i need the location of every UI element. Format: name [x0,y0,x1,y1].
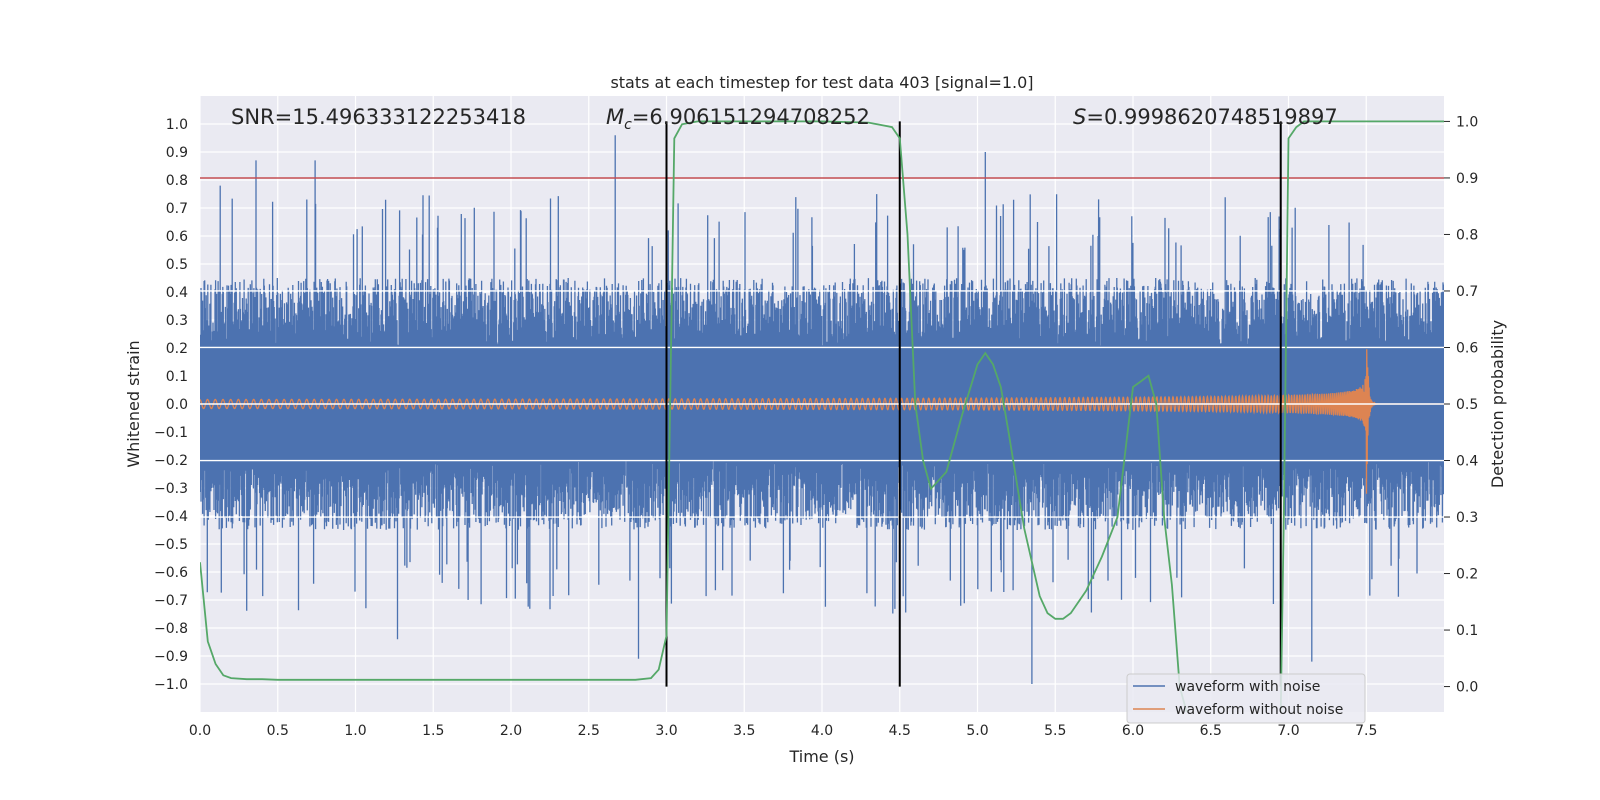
y2-tick-label: 0.2 [1456,567,1478,583]
x-tick-label: 7.0 [1277,723,1299,739]
mc-symbol: M [606,105,624,129]
axis-ticks: 0.0 0.5 1.0 1.5 2.0 2.5 3.0 3.5 4.0 4.5 5.0 5.5 6.0 6… [154,114,1478,739]
y-tick-label: 0.2 [166,341,188,357]
x-tick-label: 3.0 [655,723,677,739]
x-tick-label: 6.0 [1122,723,1144,739]
y-tick-label: −0.8 [154,621,188,637]
x-tick-label: 2.5 [578,723,600,739]
y2-tick-label: 0.4 [1456,454,1478,470]
y-tick-label: −1.0 [154,677,188,693]
score-annotation: S=0.9998620748519897 [1073,105,1338,129]
y-tick-label: −0.3 [154,481,188,497]
y-tick-label: −0.9 [154,649,188,665]
y-tick-label: −0.4 [154,509,188,525]
x-tick-label: 0.0 [189,723,211,739]
y-tick-label: 0.4 [166,285,188,301]
chirp-mass-annotation: Mc=6.906151294708252 [606,105,870,133]
y2-tick-label: 0.3 [1456,510,1478,526]
legend: waveform with noise waveform without noi… [1126,673,1366,724]
y2-axis-label: Detection probability [1488,320,1507,488]
snr-annotation: SNR=15.496333122253418 [231,105,526,129]
legend-box [1126,673,1366,724]
y2-tick-label: 1.0 [1456,114,1478,130]
y2-tick-label: 0.7 [1456,284,1478,300]
s-value: =0.9998620748519897 [1086,105,1337,129]
probability-line [200,120,1444,712]
y-tick-label: −0.6 [154,565,188,581]
x-tick-label: 6.5 [1200,723,1222,739]
y-tick-label: 0.6 [166,229,188,245]
x-tick-label: 7.5 [1355,723,1377,739]
y2-tick-label: 0.1 [1456,623,1478,639]
y2-tick-label: 0.8 [1456,227,1478,243]
y-tick-label: 0.5 [166,257,188,273]
y-tick-label: 0.3 [166,313,188,329]
y-tick-label: −0.7 [154,593,188,609]
x-tick-label: 0.5 [267,723,289,739]
y-tick-label: 0.8 [166,173,188,189]
y2-tick-label: 0.0 [1456,680,1478,696]
x-tick-label: 1.5 [422,723,444,739]
legend-label-clean: waveform without noise [1175,702,1343,718]
y-tick-label: 0.1 [166,369,188,385]
chart-title: stats at each timestep for test data 403… [610,73,1033,92]
y-tick-label: 0.0 [166,397,188,413]
y2-tick-label: 0.6 [1456,340,1478,356]
x-axis-label: Time (s) [788,747,854,766]
x-tick-label: 1.0 [344,723,366,739]
y-tick-label: −0.5 [154,537,188,553]
mc-subscript: c [624,117,632,133]
y-tick-label: 0.7 [166,201,188,217]
noise-waveform-path [200,135,1444,684]
x-tick-label: 3.5 [733,723,755,739]
y2-tick-label: 0.5 [1456,397,1478,413]
y-tick-label: 1.0 [166,117,188,133]
y-tick-label: −0.2 [154,453,188,469]
legend-label-noise: waveform with noise [1175,679,1320,695]
x-tick-label: 4.0 [811,723,833,739]
y-tick-label: −0.1 [154,425,188,441]
y2-tick-label: 0.9 [1456,171,1478,187]
x-tick-label: 5.5 [1044,723,1066,739]
mc-value: =6.906151294708252 [632,105,870,129]
x-tick-label: 2.0 [500,723,522,739]
x-tick-label: 5.0 [966,723,988,739]
s-symbol: S [1073,105,1086,129]
y-tick-label: 0.9 [166,145,188,161]
y-axis-label: Whitened strain [124,340,143,467]
x-tick-label: 4.5 [889,723,911,739]
detection-probability-series [200,120,1444,712]
noisy-waveform-series [200,135,1444,684]
